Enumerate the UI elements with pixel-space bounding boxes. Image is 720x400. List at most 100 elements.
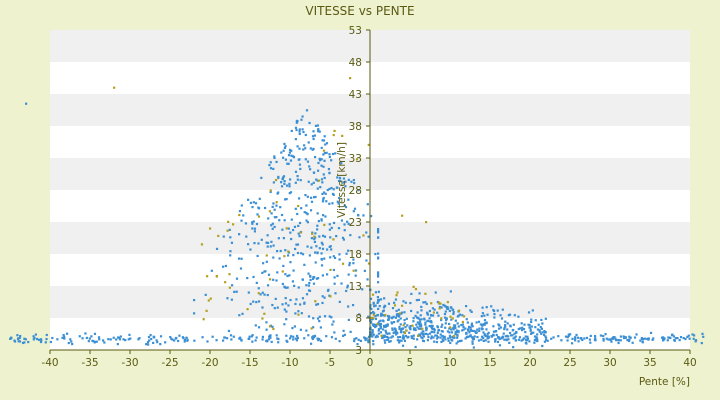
data-point bbox=[496, 336, 500, 339]
data-point bbox=[266, 245, 269, 248]
data-point bbox=[280, 181, 283, 184]
data-point bbox=[443, 312, 447, 316]
data-point bbox=[481, 312, 485, 315]
data-point bbox=[481, 335, 484, 338]
data-point bbox=[436, 311, 439, 314]
data-point bbox=[528, 340, 531, 343]
data-point bbox=[430, 302, 433, 305]
data-point bbox=[420, 332, 423, 335]
data-point bbox=[164, 341, 167, 344]
data-point bbox=[402, 337, 405, 340]
data-point bbox=[394, 298, 398, 301]
data-point bbox=[229, 254, 232, 257]
data-point bbox=[401, 214, 404, 217]
data-point bbox=[299, 167, 302, 171]
data-point bbox=[418, 322, 421, 326]
data-point bbox=[254, 324, 257, 327]
data-point bbox=[229, 250, 232, 253]
data-point bbox=[538, 329, 541, 332]
data-point bbox=[343, 223, 346, 226]
data-point bbox=[379, 314, 383, 317]
data-point bbox=[392, 301, 396, 304]
data-point bbox=[506, 322, 509, 325]
data-point bbox=[182, 336, 185, 340]
data-point bbox=[304, 133, 307, 137]
data-point bbox=[328, 155, 331, 159]
data-point bbox=[492, 333, 495, 336]
data-point bbox=[344, 185, 347, 188]
data-point bbox=[225, 337, 229, 340]
data-point bbox=[422, 301, 425, 304]
data-point bbox=[370, 312, 373, 315]
data-point bbox=[340, 282, 343, 285]
data-point bbox=[321, 301, 324, 305]
data-point bbox=[438, 305, 442, 309]
data-point bbox=[363, 269, 366, 272]
data-point bbox=[229, 236, 232, 239]
data-point bbox=[487, 340, 490, 343]
data-point bbox=[314, 124, 318, 128]
data-point bbox=[370, 307, 373, 311]
data-point bbox=[640, 337, 644, 340]
data-point bbox=[254, 339, 257, 342]
data-point bbox=[374, 291, 378, 294]
data-point bbox=[372, 301, 375, 304]
data-point bbox=[564, 335, 568, 338]
data-point bbox=[343, 333, 346, 336]
data-point bbox=[384, 325, 387, 329]
data-point bbox=[399, 317, 402, 320]
y-tick-label: 33 bbox=[349, 153, 362, 165]
data-point bbox=[567, 334, 570, 337]
data-point bbox=[312, 317, 315, 320]
data-point bbox=[352, 210, 355, 213]
data-point bbox=[215, 275, 218, 278]
data-point bbox=[329, 236, 332, 239]
data-point bbox=[227, 329, 231, 333]
y-tick-label: 38 bbox=[349, 121, 362, 133]
data-point bbox=[383, 304, 386, 307]
data-point bbox=[244, 222, 248, 225]
data-point bbox=[545, 336, 548, 339]
data-point bbox=[678, 338, 681, 342]
data-point bbox=[347, 249, 350, 252]
data-point bbox=[329, 268, 332, 272]
data-point bbox=[427, 335, 430, 339]
data-point bbox=[156, 341, 159, 344]
data-point bbox=[440, 318, 443, 322]
data-point bbox=[252, 201, 255, 204]
data-point bbox=[437, 328, 440, 332]
data-point bbox=[129, 337, 132, 340]
data-point bbox=[315, 178, 318, 181]
data-point bbox=[332, 188, 335, 191]
data-point bbox=[456, 334, 459, 337]
data-point bbox=[294, 138, 297, 141]
data-point bbox=[439, 333, 442, 336]
data-point bbox=[337, 179, 341, 183]
data-point bbox=[355, 158, 359, 161]
data-point bbox=[260, 238, 263, 241]
data-point bbox=[290, 154, 293, 157]
data-point bbox=[309, 147, 312, 150]
data-point bbox=[425, 329, 428, 332]
data-point bbox=[378, 320, 381, 323]
data-point bbox=[435, 337, 439, 340]
data-point bbox=[248, 335, 251, 338]
data-point bbox=[481, 323, 484, 326]
data-point bbox=[444, 338, 447, 341]
data-point bbox=[311, 135, 315, 138]
data-point bbox=[325, 151, 328, 154]
data-point bbox=[37, 338, 41, 341]
data-point bbox=[193, 339, 196, 342]
data-point bbox=[398, 335, 402, 339]
data-point bbox=[575, 333, 578, 337]
data-point bbox=[452, 312, 455, 316]
data-point bbox=[400, 304, 404, 307]
data-point bbox=[297, 224, 300, 227]
data-point bbox=[266, 234, 269, 237]
data-point bbox=[296, 243, 300, 246]
data-point bbox=[292, 269, 295, 272]
data-point bbox=[518, 336, 521, 339]
data-point bbox=[404, 326, 407, 329]
data-point bbox=[283, 255, 286, 258]
data-point bbox=[61, 336, 64, 339]
